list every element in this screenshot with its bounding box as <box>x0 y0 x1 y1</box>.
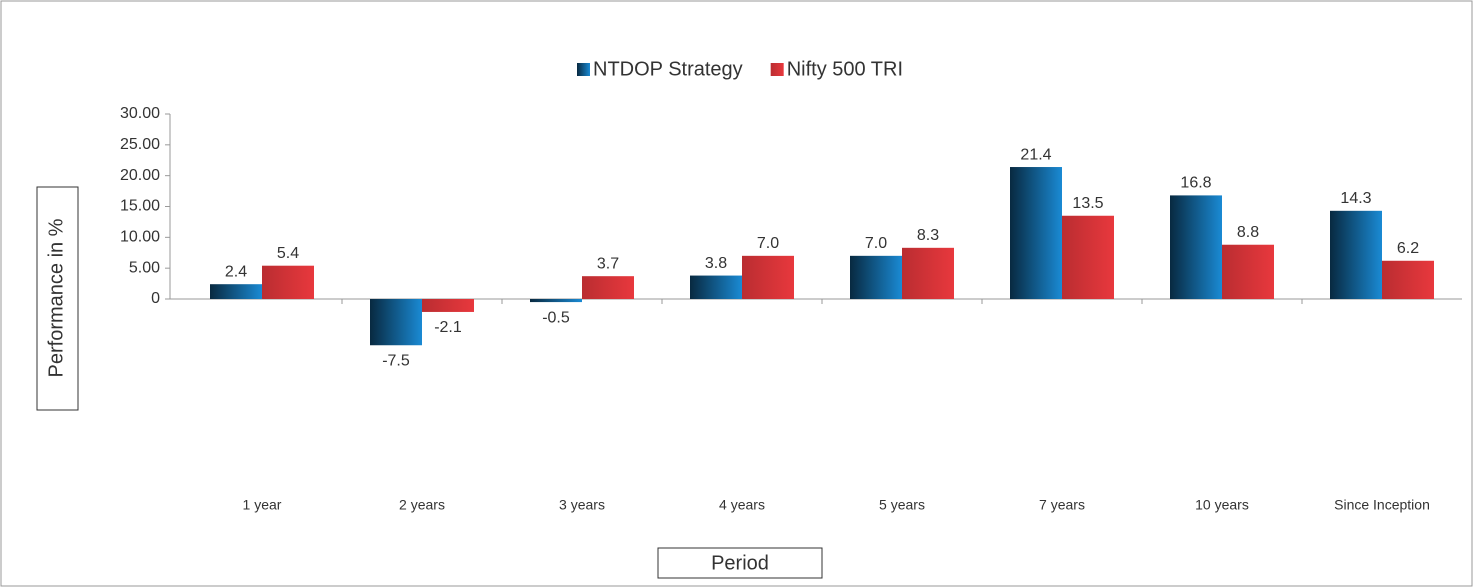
bar <box>210 284 262 299</box>
y-tick-label: 5.00 <box>129 259 160 276</box>
y-axis-label: Performance in % <box>45 218 67 377</box>
value-label: -2.1 <box>434 319 462 336</box>
bar <box>262 265 314 299</box>
x-tick-label: 5 years <box>879 497 925 513</box>
legend-swatch <box>770 63 784 76</box>
x-axis-label: Period <box>711 552 769 574</box>
value-label: 8.3 <box>917 227 939 244</box>
legend-label: Nifty 500 TRI <box>787 58 903 80</box>
value-label: 6.2 <box>1397 240 1419 257</box>
y-tick-label: 15.00 <box>120 198 160 215</box>
value-label: 5.4 <box>277 245 299 262</box>
y-tick-label: 30.00 <box>120 105 160 122</box>
bar <box>1330 210 1382 299</box>
bar <box>1170 195 1222 299</box>
bar <box>902 247 954 299</box>
x-tick-label: 10 years <box>1195 497 1249 513</box>
value-label: 16.8 <box>1180 175 1211 192</box>
bar <box>1382 260 1434 299</box>
bar <box>370 299 422 346</box>
y-tick-label: 10.00 <box>120 229 160 246</box>
value-label: 21.4 <box>1020 146 1051 163</box>
bar <box>690 275 742 299</box>
value-label: 3.8 <box>705 255 727 272</box>
value-label: 14.3 <box>1340 190 1371 207</box>
legend-label: NTDOP Strategy <box>593 58 743 80</box>
bar <box>530 299 582 303</box>
x-tick-label: 7 years <box>1039 497 1085 513</box>
y-label-box <box>36 186 79 411</box>
x-tick-label: 2 years <box>399 497 445 513</box>
value-label: 8.8 <box>1237 224 1259 241</box>
value-label: 3.7 <box>597 255 619 272</box>
x-tick-label: Since Inception <box>1334 497 1430 513</box>
y-tick-label: 0 <box>151 290 160 307</box>
bar <box>1222 244 1274 299</box>
x-tick-label: 3 years <box>559 497 605 513</box>
value-label: -7.5 <box>382 352 410 369</box>
value-label: 13.5 <box>1072 195 1103 212</box>
x-tick-label: 1 year <box>243 497 282 513</box>
bar <box>1062 215 1114 299</box>
x-label-box <box>657 547 823 579</box>
y-tick-label: 20.00 <box>120 167 160 184</box>
value-label: -0.5 <box>542 309 570 326</box>
legend-swatch <box>577 63 590 76</box>
bar <box>582 276 634 299</box>
y-tick-label: 25.00 <box>120 136 160 153</box>
bar <box>422 299 474 312</box>
x-tick-label: 4 years <box>719 497 765 513</box>
bar <box>1010 167 1062 299</box>
value-label: 7.0 <box>757 235 779 252</box>
value-label: 7.0 <box>865 235 887 252</box>
bar <box>742 255 794 299</box>
bar <box>850 255 902 299</box>
value-label: 2.4 <box>225 263 247 280</box>
